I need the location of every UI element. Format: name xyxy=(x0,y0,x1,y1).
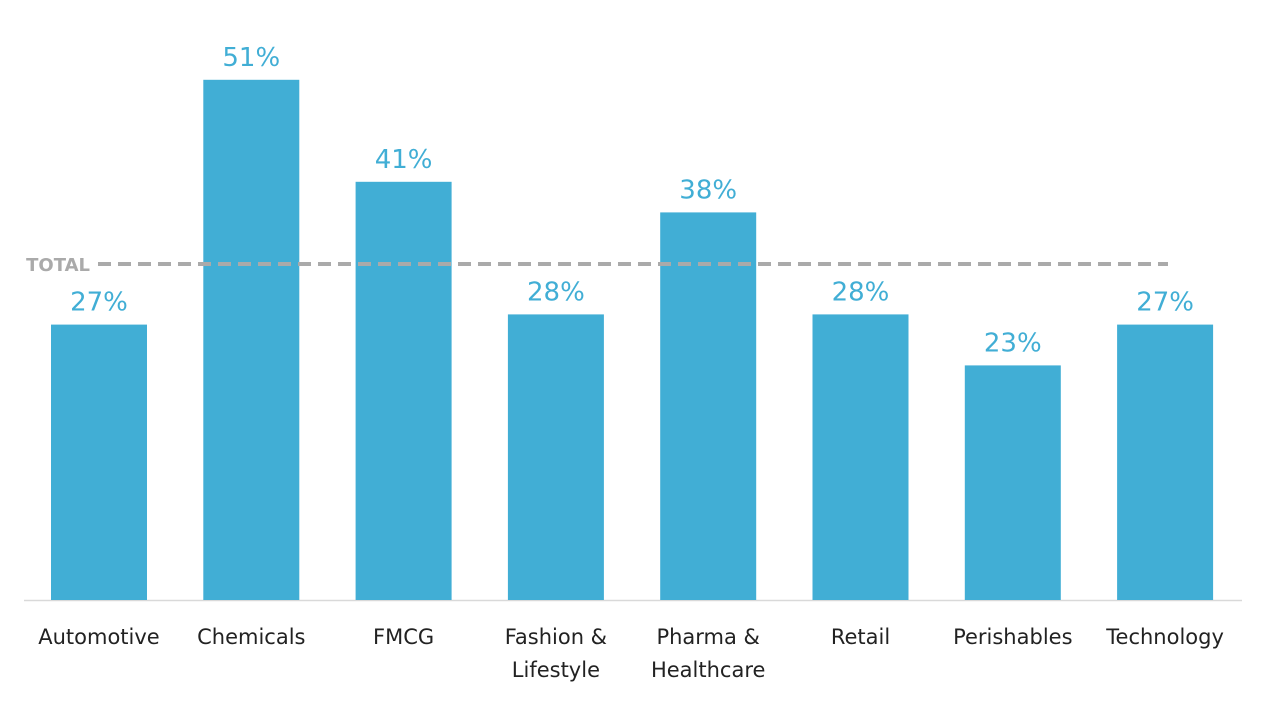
category-label: Technology xyxy=(1105,625,1224,649)
category-label: Perishables xyxy=(953,625,1072,649)
value-label: 38% xyxy=(679,175,737,205)
value-label: 41% xyxy=(375,145,433,175)
value-label: 28% xyxy=(832,277,890,307)
category-label: Automotive xyxy=(38,625,159,649)
bar xyxy=(1117,324,1214,600)
value-label: 23% xyxy=(984,328,1042,358)
bar xyxy=(355,181,452,601)
bar xyxy=(51,324,147,600)
category-label: Retail xyxy=(831,625,890,649)
category-label: Pharma & Healthcare xyxy=(651,625,765,682)
total-reference-label: TOTAL xyxy=(26,255,90,276)
value-label: 28% xyxy=(527,277,585,307)
value-label: 27% xyxy=(1136,288,1194,318)
category-label: Fashion & Lifestyle xyxy=(505,625,607,682)
bar xyxy=(964,365,1061,600)
value-label: 51% xyxy=(222,43,280,73)
value-label: 27% xyxy=(70,288,128,318)
category-label: Chemicals xyxy=(197,625,305,649)
bar xyxy=(507,314,604,600)
bar xyxy=(660,212,757,600)
category-label: FMCG xyxy=(373,625,434,649)
bar xyxy=(203,79,300,601)
bar xyxy=(812,314,909,600)
